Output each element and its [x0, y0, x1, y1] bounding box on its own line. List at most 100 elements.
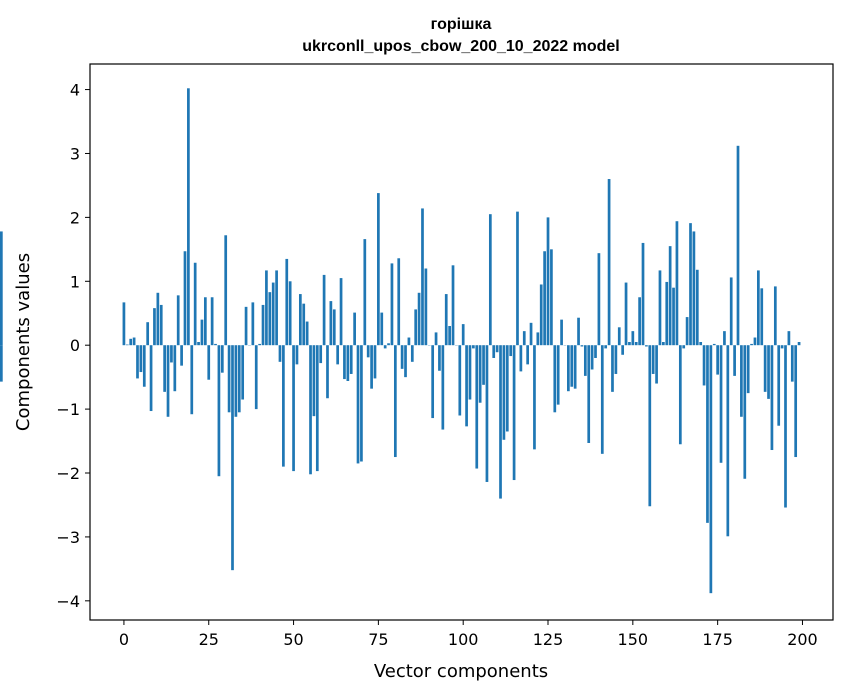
bar-160: [665, 281, 669, 346]
bar-144: [611, 345, 614, 392]
bar-182: [740, 345, 743, 417]
bar-180: [733, 345, 736, 376]
bar-77: [383, 345, 387, 349]
bar-156: [651, 345, 655, 374]
bar-13: [166, 345, 170, 417]
bar-31: [227, 345, 231, 413]
bar-162: [672, 287, 675, 346]
bar-104: [475, 345, 479, 469]
bar-71: [363, 239, 367, 346]
bar-106: [482, 345, 485, 385]
bar-47: [282, 345, 285, 467]
bar-171: [702, 345, 706, 386]
bar-140: [597, 253, 601, 346]
bar-101: [465, 345, 468, 427]
bar-17: [180, 345, 183, 366]
bar-41: [261, 304, 265, 346]
bar-178: [726, 345, 730, 537]
bar-0: [122, 302, 126, 346]
bar-55: [309, 345, 312, 475]
x-tick-label: 50: [283, 630, 303, 649]
bar-53: [302, 303, 306, 346]
bar-166: [685, 317, 689, 346]
bar-42: [265, 270, 268, 346]
bar-86: [414, 309, 418, 346]
bar-79: [390, 263, 394, 346]
bar-63: [336, 345, 340, 365]
bar-181: [736, 145, 740, 346]
bar-147: [621, 345, 625, 355]
bar-137: [587, 345, 591, 443]
bar-195: [784, 345, 787, 508]
bar-74: [373, 345, 377, 379]
bar-81: [397, 258, 401, 346]
bar-145: [614, 345, 618, 374]
bar-26: [210, 297, 214, 346]
bar-95: [444, 294, 448, 346]
bar-193: [777, 345, 781, 426]
plot-frame: [89, 63, 834, 621]
bar-132: [570, 345, 574, 387]
bar-154: [645, 345, 648, 347]
x-axis-ticks: 0 25 50 75 100 125 150 175 200: [119, 620, 818, 649]
bar-158: [658, 270, 662, 346]
y-tick-label: −2: [56, 464, 80, 483]
bar-100: [461, 324, 465, 346]
bar-107: [485, 345, 489, 482]
bar-153: [641, 242, 645, 346]
x-tick-label: 200: [787, 630, 818, 649]
bar-164: [678, 345, 682, 445]
bar-67: [349, 345, 353, 374]
x-tick-label: 0: [119, 630, 129, 649]
bar-124: [543, 251, 546, 346]
bar-196: [787, 331, 791, 346]
bar-65: [343, 345, 346, 380]
bar-20: [190, 345, 194, 415]
bar-87: [417, 292, 421, 346]
bar-192: [773, 286, 777, 346]
bar-88: [421, 208, 424, 346]
bar-50: [292, 345, 295, 472]
bar-126: [550, 249, 553, 346]
bars-group: [0, 88, 801, 594]
bar-83: [404, 345, 407, 378]
bar-4: [136, 345, 139, 379]
bar-44: [271, 282, 275, 346]
bar-155: [648, 345, 652, 507]
bar-62: [332, 309, 336, 346]
bar-82: [400, 345, 404, 369]
y-axis-ticks: −4 −3 −2 −1 0 1 2 3 4: [56, 81, 90, 611]
bar-89: [424, 268, 428, 346]
x-tick-label: 150: [618, 630, 649, 649]
bar-14: [170, 345, 173, 363]
bar-66: [346, 345, 350, 381]
bar-52: [298, 294, 302, 346]
bar-174: [712, 343, 716, 346]
bar-157: [655, 345, 658, 384]
y-tick-label: 1: [70, 272, 80, 291]
x-tick-label: 100: [448, 630, 479, 649]
bar-75: [377, 193, 380, 346]
bar-142: [604, 345, 608, 349]
bar-18: [183, 251, 187, 346]
bar-165: [682, 345, 686, 349]
bar-45: [275, 270, 278, 346]
bar-185: [750, 343, 753, 346]
bar-85: [410, 345, 414, 362]
x-tick-label: 25: [199, 630, 219, 649]
bar-8: [149, 345, 153, 412]
bar-undefined: [0, 345, 3, 382]
bar-141: [600, 345, 604, 454]
bar-72: [366, 345, 370, 358]
y-tick-label: 0: [70, 336, 80, 355]
bar-175: [716, 345, 719, 375]
bar-128: [556, 345, 560, 405]
bar-108: [488, 214, 492, 346]
bar-6: [142, 345, 146, 387]
y-tick-label: −3: [56, 528, 80, 547]
y-tick-label: 4: [70, 81, 80, 100]
bar-150: [631, 331, 635, 346]
bar-16: [176, 295, 180, 346]
bar-176: [719, 345, 723, 463]
bar-113: [505, 345, 509, 432]
